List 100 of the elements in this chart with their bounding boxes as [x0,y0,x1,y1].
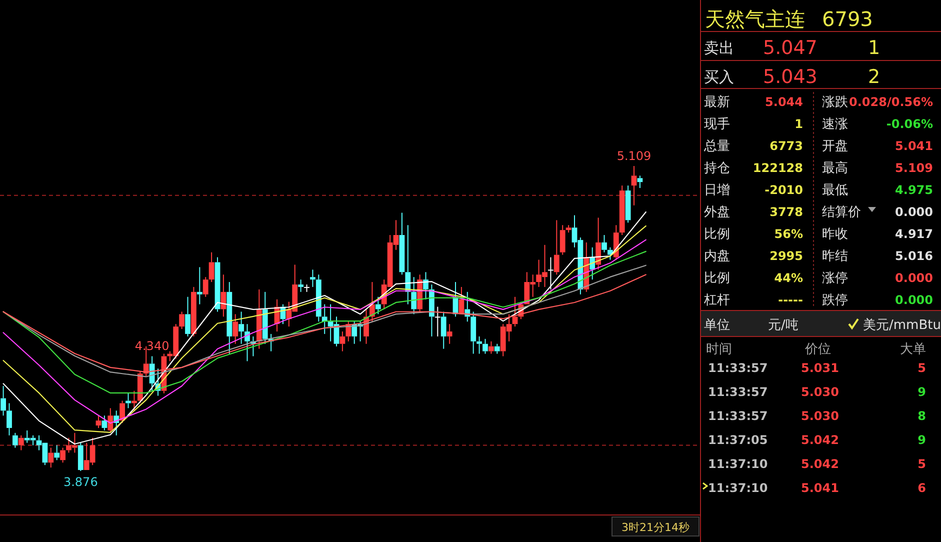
candlestick [619,185,625,236]
text: 结算价 [822,205,861,220]
text: 2995 [770,249,803,263]
candlestick [60,447,66,464]
text: 日增 [704,183,730,198]
text: 大单 [900,342,926,357]
text: 5.109 [895,161,933,175]
text: 买入 [704,68,734,86]
text: ----- [778,293,804,307]
text: 6773 [770,139,803,153]
text: 5.042 [801,457,839,471]
text: 5.041 [801,481,839,495]
text: -2010 [764,183,803,197]
text: 速涨 [822,117,848,132]
candlestick [18,434,24,451]
text: 5.030 [801,409,839,423]
candlestick [214,256,220,312]
candlestick [554,220,560,276]
text: 杠杆 [703,293,730,308]
text: 5.030 [801,385,839,399]
text: 持仓 [704,161,730,176]
text: 0.000 [895,205,933,219]
text: 9 [918,433,926,447]
text: 0.000 [895,293,933,307]
text: 11:37:10 [708,457,768,471]
candlestick [202,276,208,298]
candlestick [96,415,102,428]
text: 9 [918,385,926,399]
candlestick [54,444,60,461]
text: 0.028/0.56% [849,95,933,109]
text: 11:33:57 [708,385,768,399]
candlestick [244,324,250,362]
text: 现手 [704,117,730,132]
text: 卖出 [704,39,734,57]
candlestick [196,266,202,305]
text: 美元/mmBtu [863,317,941,333]
candlestick [625,185,631,224]
text: 1 [794,117,803,131]
candlestick [78,442,84,472]
text: 单位 [704,318,730,333]
text: 5.047 [763,37,818,59]
text: 1 [868,37,880,59]
text: 价位 [804,342,831,357]
text: 0.000 [895,271,933,285]
text: 5 [918,457,926,471]
candlestick [208,252,214,283]
candlestick [316,274,322,322]
text: 最高 [822,160,848,176]
text: 外盘 [704,205,730,220]
text: 11:37:10 [708,481,768,495]
candlestick [548,256,554,290]
candlestick [185,296,190,337]
candlestick [310,269,316,288]
text: 内盘 [704,249,730,264]
candlestick [566,224,572,234]
text: 56% [774,227,803,241]
candlestick [476,336,482,354]
text: 5.043 [763,66,818,88]
text: 开盘 [822,139,848,154]
text: 6793 [822,7,873,31]
text: 昨收 [822,227,848,242]
annotation: 4.340 [134,339,170,354]
text: 3778 [770,205,803,219]
candlestick [637,175,643,189]
text: 涨停 [822,271,848,286]
text: 3时21分14秒 [622,521,690,534]
candlestick [340,330,346,352]
text: 比例 [704,227,730,242]
candlestick [48,447,54,468]
candlestick [6,402,12,436]
candlestick [238,311,244,344]
annotation: 5.109 [616,149,652,163]
text: 最新 [704,95,730,110]
candlestick [298,279,304,292]
text: 11:33:57 [708,361,768,375]
text: 涨跌 [822,95,848,110]
text: 元/吨 [768,318,798,333]
candlestick [423,272,428,300]
text: 4.917 [895,227,933,241]
text: 跌停 [822,293,848,308]
text: 5 [918,361,926,375]
text: 44% [774,271,803,285]
candlestick [631,166,637,206]
text: 8 [918,409,926,423]
text: 昨结 [822,249,848,264]
candlestick [399,212,405,276]
text: 122128 [752,161,803,175]
text: 5.041 [895,139,933,153]
candlestick [179,311,184,330]
text: 比例 [704,271,730,286]
candlestick [126,392,131,409]
text: 时间 [706,342,732,357]
text: 5.044 [765,95,803,109]
text: -0.06% [886,117,933,131]
candlestick [602,234,607,253]
text: 总量 [703,139,730,154]
annotation: 3.876 [63,475,98,489]
text: 5.031 [801,361,839,375]
text: 最低 [822,183,848,198]
candlestick [0,385,6,416]
